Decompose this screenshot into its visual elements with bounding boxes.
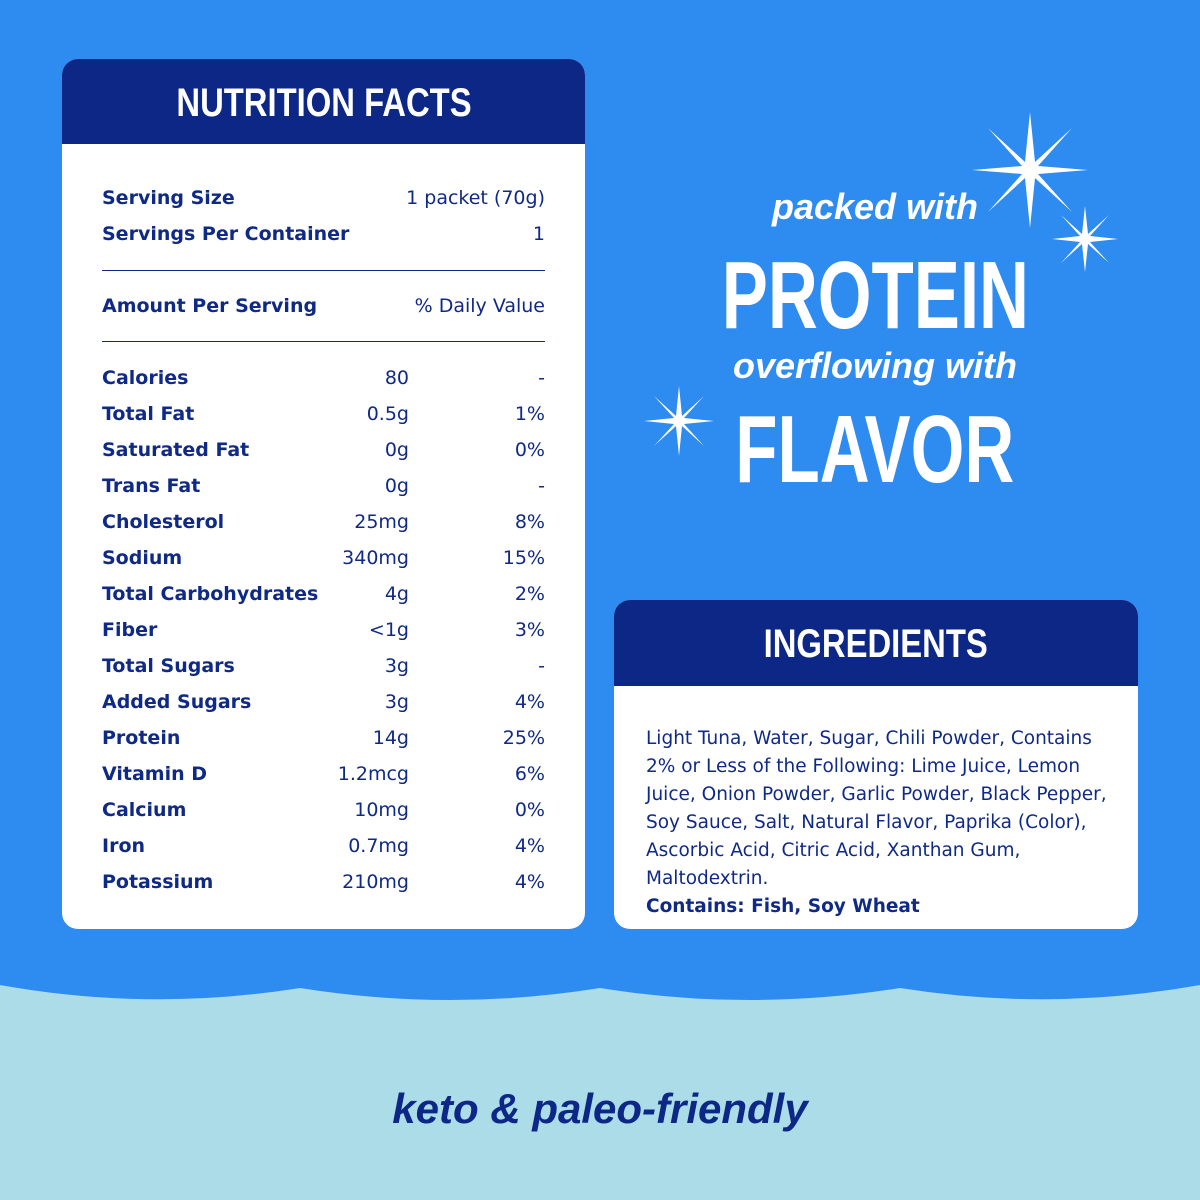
nutrient-amount: 3g [384, 655, 409, 677]
divider [102, 341, 545, 342]
nutrient-row: Potassium 210mg 4% [102, 867, 545, 897]
nutrient-daily-value: 2% [514, 583, 545, 605]
ingredients-card: INGREDIENTS Light Tuna, Water, Sugar, Ch… [614, 600, 1138, 929]
nutrient-amount: 1.2mcg [337, 763, 409, 785]
servings-per-container-row: Servings Per Container 1 [102, 219, 545, 249]
nutrient-amount: 80 [384, 367, 409, 389]
amount-per-serving-label: Amount Per Serving [102, 295, 318, 317]
nutrient-daily-value: 3% [514, 619, 545, 641]
nutrient-label: Vitamin D [102, 763, 208, 785]
nutrient-daily-value: 4% [514, 835, 545, 857]
nutrition-facts-card: NUTRITION FACTS Serving Size 1 packet (7… [62, 59, 585, 929]
nutrient-row: Total Carbohydrates 4g 2% [102, 579, 545, 609]
nutrient-amount: <1g [368, 619, 409, 641]
nutrient-label: Saturated Fat [102, 439, 250, 461]
nutrient-daily-value: - [538, 367, 545, 389]
nutrient-label: Total Carbohydrates [102, 583, 319, 605]
nutrient-label: Added Sugars [102, 691, 252, 713]
nutrient-label: Sodium [102, 547, 183, 569]
daily-value-label: % Daily Value [414, 295, 545, 317]
nutrient-row: Sodium 340mg 15% [102, 543, 545, 573]
nutrient-label: Potassium [102, 871, 214, 893]
nutrient-amount: 0g [384, 475, 409, 497]
nutrient-label: Trans Fat [102, 475, 201, 497]
nutrient-daily-value: 25% [502, 727, 545, 749]
serving-size-value: 1 packet (70g) [406, 187, 545, 209]
nutrient-row: Saturated Fat 0g 0% [102, 435, 545, 465]
nutrient-daily-value: 15% [502, 547, 545, 569]
nutrient-label: Protein [102, 727, 181, 749]
nutrient-row: Calcium 10mg 0% [102, 795, 545, 825]
nutrient-row: Iron 0.7mg 4% [102, 831, 545, 861]
nutrient-amount: 14g [372, 727, 409, 749]
nutrient-daily-value: 1% [514, 403, 545, 425]
nutrition-facts-title: NUTRITION FACTS [62, 59, 585, 144]
nutrient-daily-value: 0% [514, 799, 545, 821]
nutrient-amount: 340mg [342, 547, 409, 569]
nutrient-label: Total Fat [102, 403, 195, 425]
nutrient-amount: 10mg [354, 799, 409, 821]
nutrient-row: Added Sugars 3g 4% [102, 687, 545, 717]
divider [102, 270, 545, 271]
nutrient-label: Total Sugars [102, 655, 235, 677]
nutrient-label: Calories [102, 367, 189, 389]
allergen-statement: Contains: Fish, Soy Wheat [646, 896, 920, 917]
promo-line-protein: PROTEIN [721, 242, 1029, 349]
nutrient-amount: 0.5g [366, 403, 409, 425]
sparkle-icon [972, 112, 1088, 228]
nutrient-row: Cholesterol 25mg 8% [102, 507, 545, 537]
nutrient-daily-value: 6% [514, 763, 545, 785]
nutrient-daily-value: - [538, 655, 545, 677]
nutrient-amount: 0g [384, 439, 409, 461]
nutrient-amount: 210mg [342, 871, 409, 893]
promo-line-packed: packed with [771, 186, 979, 227]
nutrient-daily-value: 0% [514, 439, 545, 461]
servings-per-container-value: 1 [532, 223, 545, 245]
nutrient-amount: 25mg [354, 511, 409, 533]
nutrient-amount: 4g [384, 583, 409, 605]
nutrient-daily-value: 4% [514, 691, 545, 713]
serving-size-label: Serving Size [102, 187, 235, 209]
nutrient-row: Trans Fat 0g - [102, 471, 545, 501]
nutrient-row: Vitamin D 1.2mcg 6% [102, 759, 545, 789]
nutrient-row: Total Fat 0.5g 1% [102, 399, 545, 429]
nutrient-amount: 3g [384, 691, 409, 713]
nutrient-row: Protein 14g 25% [102, 723, 545, 753]
sparkle-icon [1052, 206, 1118, 272]
serving-size-row: Serving Size 1 packet (70g) [102, 183, 545, 213]
promo-line-overflowing: overflowing with [733, 345, 1017, 386]
nutrient-row: Total Sugars 3g - [102, 651, 545, 681]
nutrient-daily-value: 4% [514, 871, 545, 893]
nutrient-amount: 0.7mg [348, 835, 409, 857]
nutrient-daily-value: 8% [514, 511, 545, 533]
nutrient-daily-value: - [538, 475, 545, 497]
tagline: keto & paleo-friendly [392, 1085, 808, 1132]
nutrient-label: Cholesterol [102, 511, 225, 533]
ingredients-text: Light Tuna, Water, Sugar, Chili Powder, … [646, 728, 1107, 889]
nutrient-row: Fiber <1g 3% [102, 615, 545, 645]
ingredients-body: Light Tuna, Water, Sugar, Chili Powder, … [646, 725, 1108, 921]
nutrient-label: Calcium [102, 799, 187, 821]
sparkle-icon [644, 386, 714, 456]
amount-header-row: Amount Per Serving % Daily Value [102, 291, 545, 321]
nutrient-row: Calories 80 - [102, 363, 545, 393]
nutrient-label: Fiber [102, 619, 158, 641]
servings-per-container-label: Servings Per Container [102, 223, 350, 245]
ingredients-title: INGREDIENTS [614, 600, 1138, 686]
nutrient-label: Iron [102, 835, 146, 857]
promo-line-flavor: FLAVOR [735, 396, 1015, 503]
